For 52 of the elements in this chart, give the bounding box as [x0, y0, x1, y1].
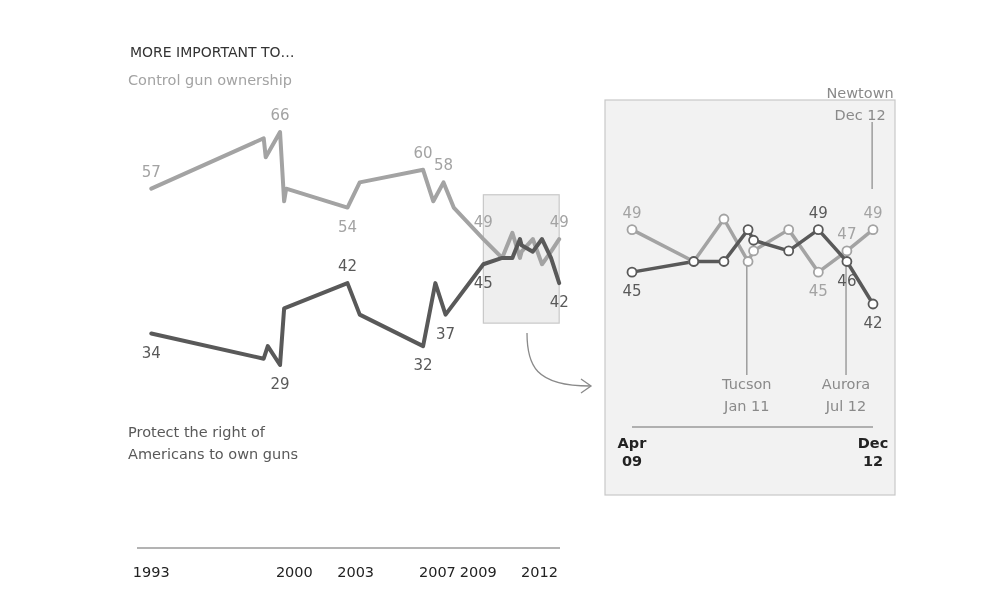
data-label: 66 — [270, 106, 290, 124]
point — [783, 224, 795, 236]
data-label: 45 — [808, 282, 828, 301]
point — [748, 234, 759, 246]
point — [841, 256, 853, 267]
data-label: 49 — [808, 203, 828, 222]
x-tick-label: Dec 12 — [857, 435, 889, 469]
data-label: 49 — [622, 203, 642, 222]
point — [867, 298, 879, 310]
data-label: 57 — [141, 162, 161, 181]
point — [867, 224, 879, 236]
point — [841, 245, 853, 257]
text: Protect the right of Americans to own guns — [128, 424, 298, 462]
data-label: 54 — [337, 217, 358, 236]
x-tick-label: 1993 — [132, 564, 170, 580]
data-label: 37 — [436, 324, 456, 343]
point — [626, 266, 638, 278]
data-label: 42 — [337, 257, 358, 276]
point — [742, 224, 754, 236]
x-tick-label: 2012 — [521, 564, 559, 580]
point — [626, 224, 638, 236]
data-label: 47 — [837, 224, 857, 243]
ref-line-label: Newtown Dec 12 — [826, 85, 894, 123]
data-label: 42 — [863, 314, 883, 332]
data-label: 49 — [863, 203, 883, 222]
ref-line-label: Aurora Jul 12 — [821, 376, 871, 414]
data-label: 42 — [549, 293, 569, 312]
data-label: 32 — [413, 356, 433, 375]
point — [812, 266, 824, 278]
data-label: 46 — [837, 271, 857, 290]
x-tick-label: 2000 — [275, 564, 313, 580]
data-label: 29 — [270, 375, 290, 393]
chart-title: MORE IMPORTANT TO… — [130, 44, 295, 60]
x-tick-label: 2003 — [337, 564, 375, 580]
data-label: 34 — [141, 343, 161, 362]
data-label: 49 — [473, 213, 493, 232]
text: Control gun ownership — [128, 72, 292, 88]
data-label: 60 — [413, 143, 433, 162]
x-tick-label: 2009 — [459, 564, 497, 580]
x-tick-label: 2007 — [418, 564, 456, 580]
point — [812, 224, 824, 236]
point — [783, 245, 795, 257]
point — [718, 256, 730, 267]
point — [748, 245, 759, 257]
data-label: 58 — [433, 156, 454, 175]
data-label: 49 — [549, 213, 569, 232]
data-label: 45 — [473, 274, 493, 293]
x-tick-label: Apr 09 — [617, 435, 648, 469]
ref-line-label: Tucson Jan 11 — [721, 376, 772, 414]
point — [742, 256, 754, 267]
data-label: 45 — [622, 282, 642, 301]
point — [718, 213, 730, 225]
